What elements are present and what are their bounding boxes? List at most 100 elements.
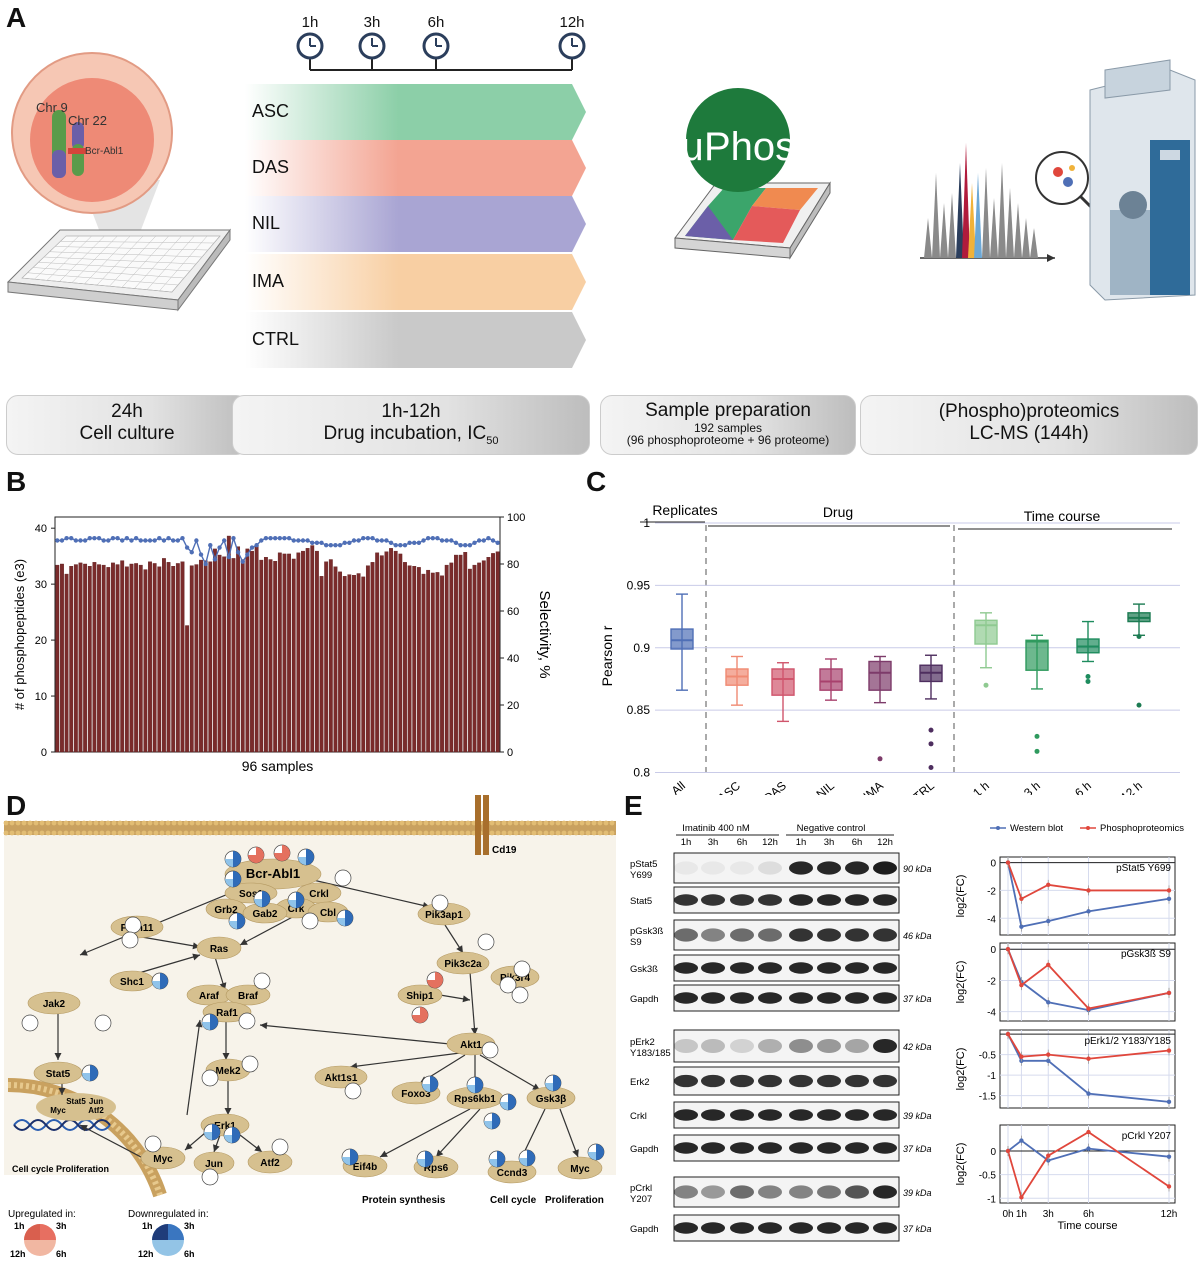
selectivity-point (272, 535, 278, 541)
bar (421, 573, 426, 753)
spectrum-peak (948, 193, 956, 258)
selectivity-point (305, 538, 310, 543)
outlier-point (1085, 678, 1091, 684)
bar (268, 559, 273, 753)
xtick-label: 6h (1083, 1209, 1094, 1220)
protein-label: Rps6 (424, 1163, 449, 1174)
bar (486, 557, 491, 753)
bar (328, 559, 333, 753)
ytick-label: -4 (987, 914, 996, 925)
timeline (296, 32, 586, 71)
legend-up-title: Upregulated in: (8, 1209, 76, 1220)
bar (273, 561, 278, 753)
selectivity-point (110, 535, 116, 541)
arrowhead (470, 1027, 478, 1035)
bar (310, 545, 315, 753)
bar (407, 565, 412, 753)
step4-line1: (Phospho)proteomics (938, 401, 1120, 422)
blot-label: pErk2 (630, 1037, 655, 1048)
selectivity-point (73, 538, 79, 543)
phosphosite-icon (481, 1041, 499, 1059)
legend-phospho-label: Phosphoproteomics (1100, 823, 1184, 834)
blot-band (789, 861, 813, 875)
bar (111, 562, 115, 753)
bar (148, 561, 152, 753)
step3-line2: 192 samples (693, 421, 763, 435)
blot-label: pGsk3ß (630, 926, 663, 937)
ytick-label: -1 (987, 1194, 996, 1205)
blot-label: Gapdh (630, 1224, 659, 1235)
blot-label: pStat5 (630, 859, 657, 870)
selectivity-point (286, 535, 292, 541)
step1-line2: Cell culture (79, 423, 175, 444)
protein-label: Shc1 (120, 977, 144, 988)
selectivity-point (379, 538, 384, 543)
selectivity-point (189, 550, 194, 555)
selectivity-point (347, 540, 352, 546)
selectivity-point (430, 535, 435, 541)
phosphosite-icon (344, 1082, 362, 1100)
muphos-logo: μPhos (681, 125, 795, 169)
blot-band (817, 1185, 841, 1199)
bar (403, 562, 407, 753)
protein-label: Raf1 (216, 1008, 238, 1019)
protein-node (557, 1156, 603, 1180)
box (771, 668, 795, 696)
selectivity-point (412, 540, 417, 546)
box (974, 619, 998, 645)
step1-line1: 24h (111, 401, 143, 422)
selectivity-point (198, 552, 204, 557)
selectivity-point (449, 538, 454, 543)
selectivity-point (96, 535, 102, 541)
y-axis-label: # of phosphopeptides (e3) (12, 559, 27, 710)
bar (157, 566, 162, 753)
blot-band (789, 894, 813, 906)
outlier-point (928, 741, 934, 747)
bar (245, 548, 250, 753)
bar (472, 564, 477, 753)
legend-up-1h: 1h (14, 1221, 25, 1231)
bar (333, 566, 338, 753)
blot-band (817, 1074, 841, 1088)
selectivity-point (161, 538, 167, 543)
blot-band (817, 1222, 841, 1234)
bar (477, 562, 482, 753)
arrowhead (260, 1022, 268, 1030)
blot-band (730, 1185, 754, 1199)
phosphopeptide-bar-chart: 0 10 20 30 40 0 20 40 60 80 100 # of phosphopeptide… (12, 512, 553, 774)
legend-up-6h: 6h (56, 1249, 67, 1259)
bar (129, 563, 134, 753)
blot-band (730, 1038, 754, 1054)
series-point (1086, 1146, 1091, 1151)
line-plot-frame (999, 1124, 1176, 1204)
blot-band (701, 992, 725, 1004)
selectivity-point (87, 535, 92, 541)
selectivity-point (212, 557, 218, 562)
blot-label: Gsk3ß (630, 964, 658, 975)
phosphosite-icon (203, 1123, 221, 1141)
bar (263, 557, 268, 753)
bar (430, 572, 435, 753)
lane-label: 3h (708, 837, 719, 848)
bar (171, 566, 176, 753)
plot-frame (54, 516, 501, 753)
series-point (1086, 1091, 1091, 1096)
group-label-drug: Drug (823, 504, 853, 520)
y-axis-label: log2(FC) (955, 875, 967, 918)
step4-line2: LC-MS (144h) (969, 423, 1089, 444)
y2-axis-label: Selectivity, % (536, 590, 553, 678)
series-point (1086, 1056, 1091, 1061)
phosphosite-icon (273, 844, 291, 862)
selectivity-point (59, 538, 65, 543)
blot-band (789, 1185, 813, 1199)
phosphosite-icon (124, 916, 142, 934)
ytick-label: 0 (990, 945, 996, 956)
bar (236, 546, 241, 753)
step-sample-preparation: Sample preparation 192 samples (96 phosp… (600, 395, 856, 455)
kda-label: 37 kDa (903, 1224, 932, 1234)
plot-title: pStat5 Y699 (1116, 863, 1171, 874)
bar (226, 535, 231, 753)
blot-band (873, 1185, 897, 1199)
selectivity-point (55, 538, 60, 543)
blot-band (730, 928, 754, 942)
